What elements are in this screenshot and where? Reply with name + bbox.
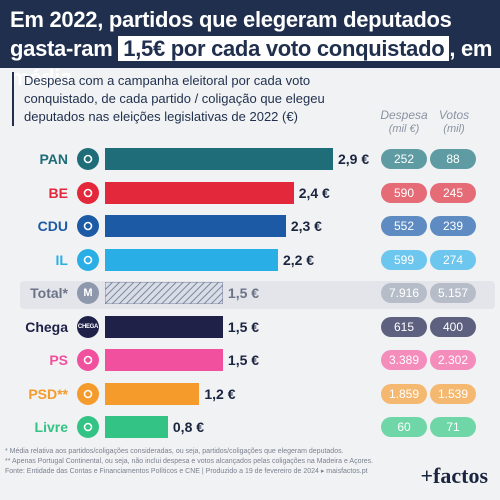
despesa-value: 7.916 <box>381 283 427 303</box>
title-part1: Em 2022, partidos que elegeram deputados… <box>10 7 452 61</box>
value-label: 1,2 € <box>204 385 236 402</box>
brand-logo: +factos <box>420 463 488 488</box>
bar <box>105 416 168 438</box>
bar <box>105 248 278 271</box>
ps-logo-icon <box>77 349 99 371</box>
despesa-value: 615 <box>381 316 427 337</box>
votos-value: 245 <box>430 182 476 203</box>
value-label: 2,3 € <box>290 218 322 234</box>
header-banner: Em 2022, partidos que elegeram deputados… <box>0 0 500 90</box>
title-part2: , em média <box>10 36 493 90</box>
category-label: Chega <box>25 318 68 335</box>
despesa-value: 3.389 <box>381 350 427 370</box>
chega-logo-icon: CHEGA <box>77 315 99 338</box>
votos-label: Votos <box>438 108 470 122</box>
votos-value: 274 <box>430 249 476 270</box>
chart-title: Em 2022, partidos que elegeram deputados… <box>10 5 495 92</box>
votos-value: 88 <box>430 149 476 169</box>
pan-logo-icon <box>77 148 99 170</box>
despesa-value: 552 <box>381 216 427 236</box>
bar <box>105 181 294 204</box>
bar <box>105 148 333 170</box>
title-highlight: 1,5€ por cada voto conquistado <box>118 36 450 61</box>
despesa-value: 60 <box>381 417 427 437</box>
footnote-1: * Média relativa aos partidos/coligações… <box>5 448 344 455</box>
category-label: Total* <box>30 285 68 301</box>
votos-value: 239 <box>430 216 476 236</box>
m-logo-icon: M <box>77 282 99 304</box>
despesa-column-header: Despesa (mil €) <box>375 108 433 136</box>
despesa-value: 599 <box>381 249 427 270</box>
category-label: PAN <box>39 151 68 167</box>
value-label: 1,5 € <box>227 352 260 368</box>
votos-value: 5.157 <box>430 283 476 303</box>
bar <box>105 382 200 405</box>
value-label: 2,9 € <box>338 151 370 167</box>
category-label: PS <box>49 352 68 368</box>
chart-subtitle: Despesa com a campanha eleitoral por cad… <box>12 72 374 126</box>
category-label: PSD** <box>28 385 68 402</box>
value-label: 2,4 € <box>298 184 330 201</box>
votos-value: 2.302 <box>430 350 476 370</box>
category-label: IL <box>55 251 68 268</box>
votos-value: 71 <box>430 417 476 437</box>
despesa-value: 1.859 <box>381 383 427 404</box>
despesa-unit: (mil €) <box>388 123 420 135</box>
category-label: CDU <box>37 218 68 234</box>
category-label: BE <box>48 184 68 201</box>
value-label: 0,8 € <box>172 419 205 435</box>
value-label: 1,5 € <box>227 285 260 301</box>
bar <box>105 315 223 338</box>
votos-column-header: Votos (mil) <box>425 108 483 136</box>
value-label: 1,5 € <box>227 318 260 335</box>
votos-value: 1.539 <box>430 383 476 404</box>
footnote-2: ** Apenas Portugal Continental, ou seja,… <box>5 458 374 465</box>
cdu-logo-icon <box>77 215 99 237</box>
votos-unit: (mil) <box>443 123 465 135</box>
be-logo-icon <box>77 181 99 204</box>
bar <box>105 349 223 371</box>
source-line: Fonte: Entidade das Contas e Financiamen… <box>5 468 368 475</box>
footnotes: * Média relativa aos partidos/coligações… <box>5 447 405 477</box>
bar <box>105 215 286 237</box>
value-label: 2,2 € <box>282 251 315 268</box>
psd-logo-icon <box>77 382 99 405</box>
livre-logo-icon <box>77 416 99 438</box>
category-label: Livre <box>34 419 68 435</box>
votos-value: 400 <box>430 316 476 337</box>
despesa-value: 252 <box>381 149 427 169</box>
il-logo-icon <box>77 248 99 271</box>
despesa-value: 590 <box>381 182 427 203</box>
bar <box>104 281 224 305</box>
despesa-label: Despesa <box>380 108 428 122</box>
